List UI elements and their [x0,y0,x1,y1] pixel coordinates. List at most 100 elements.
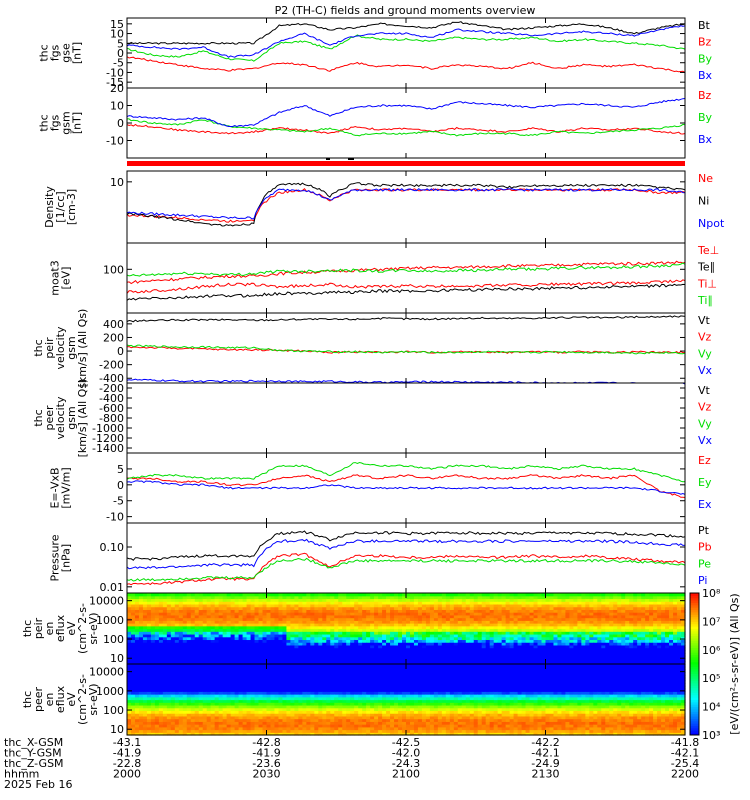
spectrogram-cell [517,614,523,619]
spectrogram-cell [318,653,323,657]
y-axis-label-line: [1/cc] [54,191,67,222]
spectrogram-cell [150,680,156,684]
spectrogram-cell [374,661,379,665]
spectrogram-cell [178,612,184,616]
spectrogram-cell [206,650,212,654]
spectrogram-cell [589,636,594,641]
spectrogram-cell [230,702,236,706]
spectrogram-cell [366,647,371,651]
spectrogram-cell [477,593,483,597]
spectrogram-cell [138,598,144,602]
spectrogram-cell [286,713,292,717]
spectrogram-cell [413,639,419,643]
spectrogram-cell [194,628,200,632]
spectrogram-cell [421,650,427,654]
spectrogram-cell [314,593,319,597]
spectrogram-cell [166,707,172,712]
spectrogram-cell [513,603,519,608]
spectrogram-cell [645,617,650,621]
spectrogram-cell [585,593,590,597]
series-line-pressure-Pe [126,557,686,582]
spectrogram-cell [613,661,618,665]
spectrogram-cell [270,707,276,712]
spectrogram-cell [549,636,555,641]
spectrogram-cell [485,617,491,621]
spectrogram-cell [521,601,527,605]
spectrogram-cell [278,625,284,630]
spectrogram-cell [561,628,567,632]
spectrogram-cell [242,680,248,684]
spectrogram-cell [306,593,311,597]
spectrogram-cell [246,653,252,657]
spectrogram-cell [274,680,280,684]
spectrogram-cell [549,620,555,624]
spectrogram-cell [246,677,252,681]
spectrogram-cell [669,636,674,641]
spectrogram-cell [605,650,610,654]
spectrogram-cell [218,680,224,684]
series-line-density-Npot [126,188,686,220]
spectrogram-cell [242,726,248,731]
spectrogram-cell [665,623,670,627]
spectrogram-cell [290,658,295,662]
spectrogram-cell [565,598,571,602]
spectrogram-cell [342,612,347,616]
spectrogram-cell [589,598,594,602]
spectrogram-cell [138,609,144,613]
spectrogram-cell [481,633,487,638]
spectrogram-cell [274,612,280,616]
spectrogram-cell [569,655,574,660]
spectrogram-cell [318,639,323,643]
spectrogram-cell [370,617,375,621]
spectrogram-cell [138,593,144,597]
spectrogram-cell [425,593,431,597]
spectrogram-cell [158,724,164,728]
spectrogram-cell [262,672,268,676]
spectrogram-cell [154,650,160,654]
spectrogram-cell [509,612,515,616]
spectrogram-cell [569,653,574,657]
spectrogram-cell [374,636,379,641]
spectrogram-cell [162,729,168,733]
spectrogram-cell [665,609,670,613]
spectrogram-cell [617,620,622,624]
spectrogram-cell [469,644,475,649]
spectrogram-cell [234,639,240,643]
spectrogram-cell [198,713,204,717]
spectrogram-cell [537,614,543,619]
spectrogram-cell [130,601,136,605]
spectrogram-cell [621,595,626,600]
spectrogram-cell [130,683,136,687]
spectrogram-cell [246,609,252,613]
spectrogram-cell [593,625,598,630]
spectrogram-cell [214,639,220,643]
spectrogram-cell [453,628,459,632]
spectrogram-cell [421,661,427,665]
spectrogram-cell [290,625,295,630]
spectrogram-cell [406,595,411,600]
spectrogram-cell [533,623,539,627]
spectrogram-cell [553,636,559,641]
spectrogram-cell [166,647,172,651]
spectrogram-cell [505,603,511,608]
spectrogram-cell [130,628,136,632]
spectrogram-cell [270,603,276,608]
spectrogram-cell [473,661,479,665]
spectrogram-cell [278,710,284,714]
spectrogram-cell [589,658,594,662]
spectrogram-cell [366,644,371,649]
spectrogram-cell [210,631,216,635]
spectrogram-cell [194,595,200,600]
spectrogram-cell [202,702,208,706]
spectrogram-cell [270,601,276,605]
spectrogram-cell [549,633,555,638]
spectrogram-cell [477,606,483,610]
spectrogram-cell [637,661,642,665]
spectrogram-cell [254,606,260,610]
spectrogram-cell [158,726,164,731]
spectrogram-cell [278,688,284,692]
spectrogram-cell [202,694,208,698]
spectrogram-cell [625,601,630,605]
spectrogram-cell [250,713,256,717]
spectrogram-cell [653,650,658,654]
